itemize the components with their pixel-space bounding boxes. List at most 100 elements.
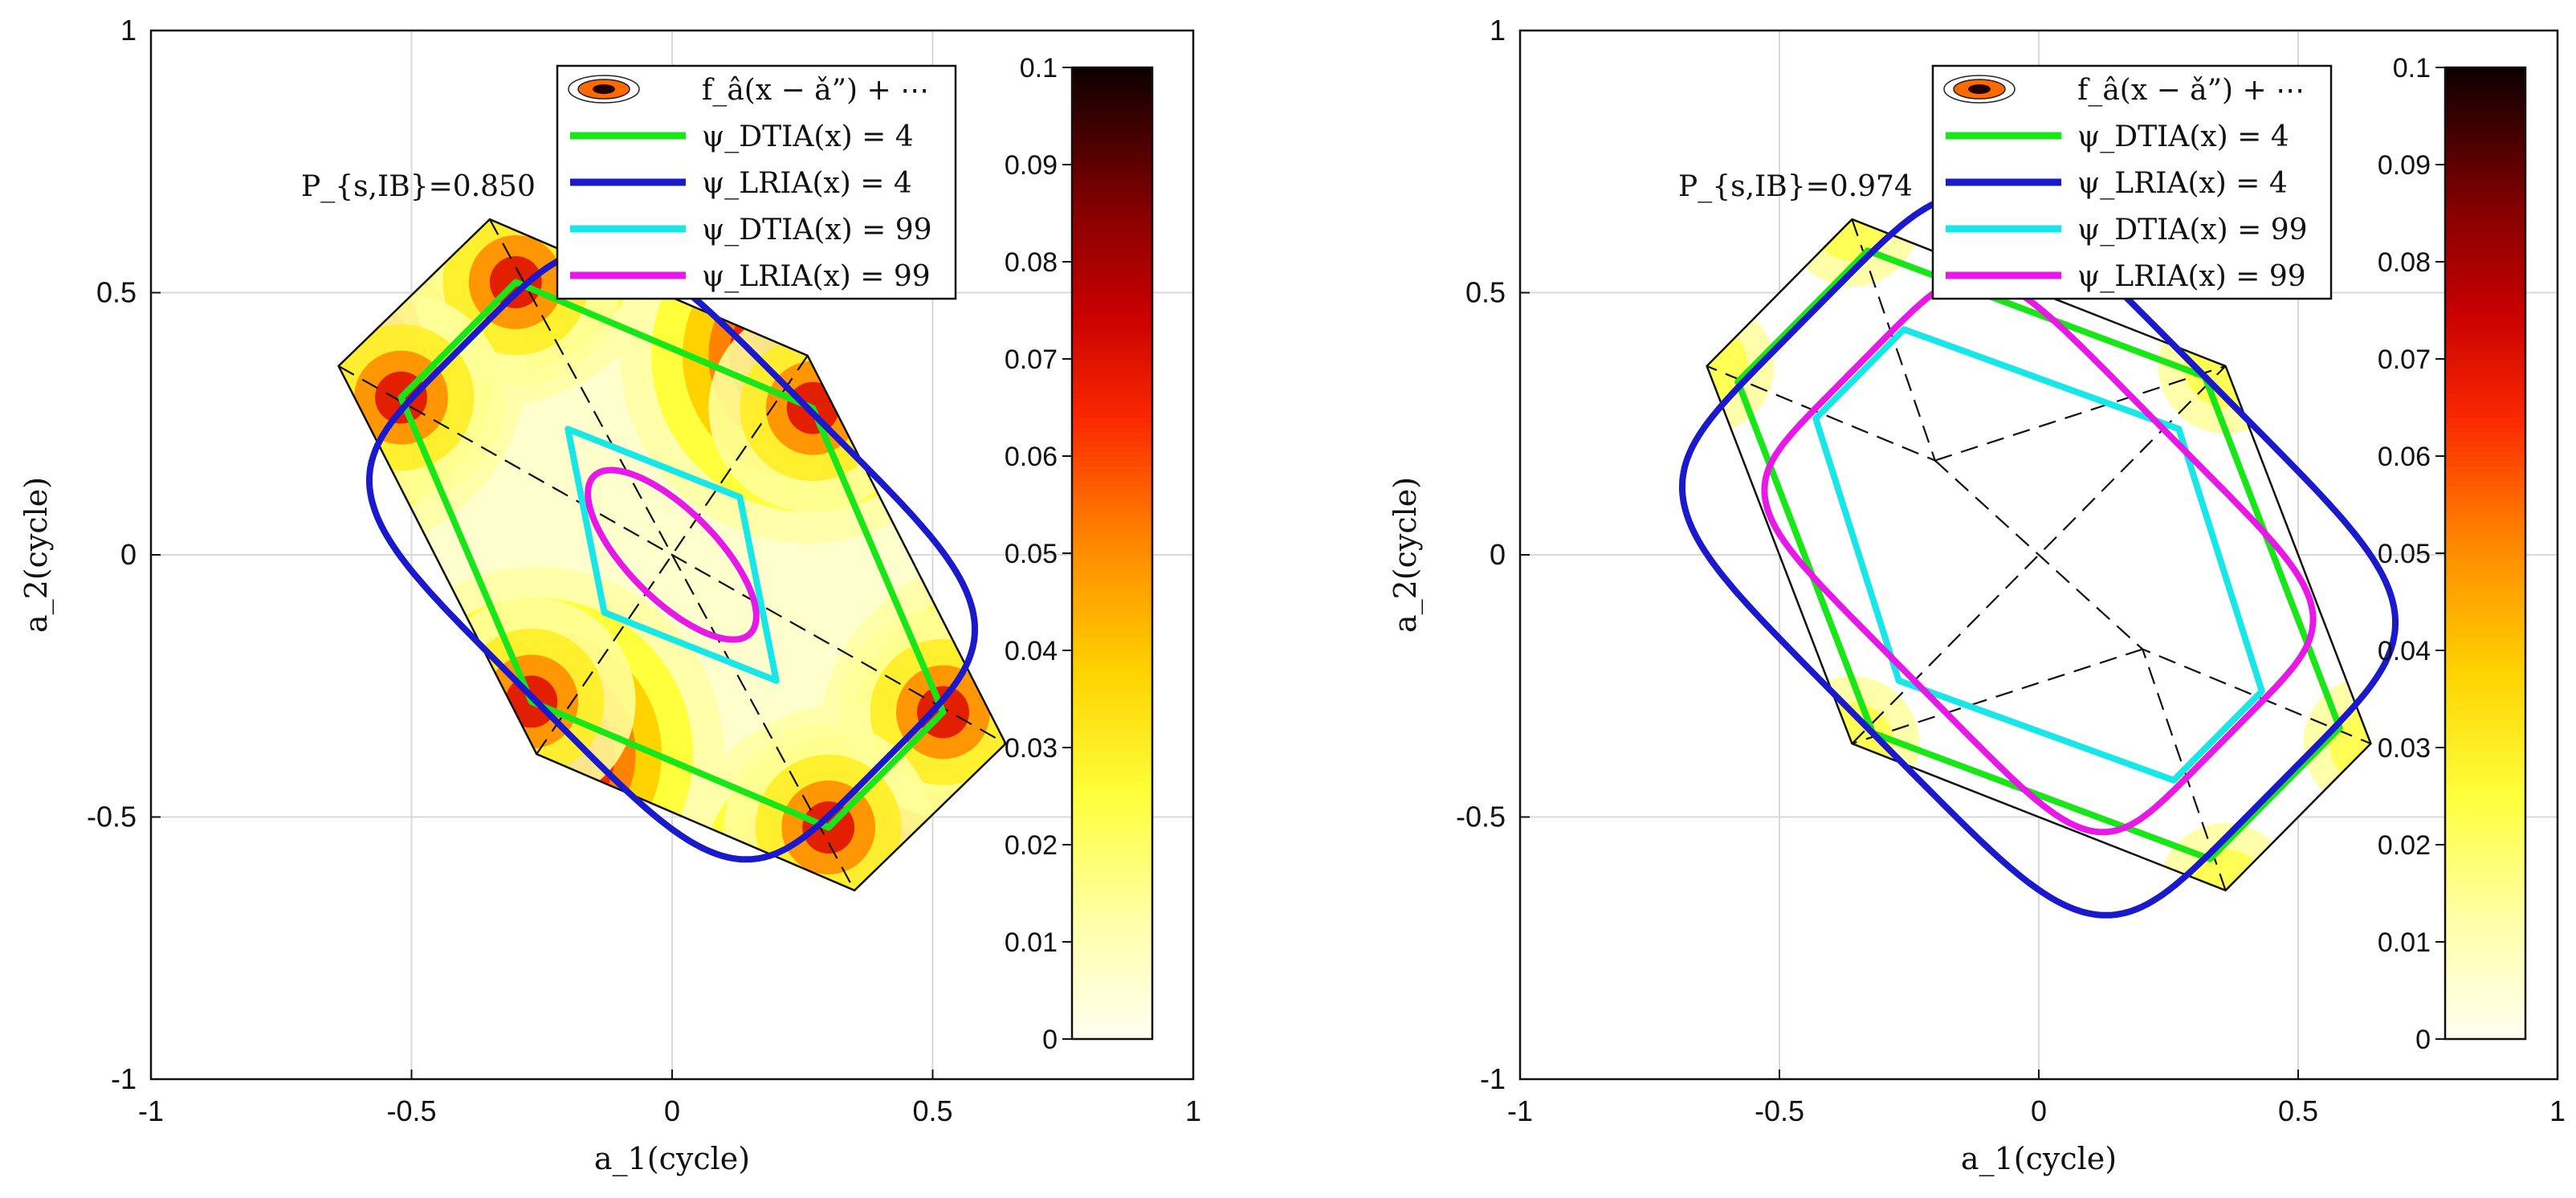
colorbar-tick-label: 0 <box>2415 1025 2431 1055</box>
colorbar-band <box>1072 135 1152 141</box>
colorbar-band <box>2445 985 2525 992</box>
colorbar-band <box>1072 417 1152 423</box>
colorbar-band <box>2445 587 2525 593</box>
colorbar-band <box>1072 528 1152 535</box>
colorbar-band <box>1072 87 1152 93</box>
colorbar-band <box>1072 310 1152 316</box>
colorbar-band <box>1072 611 1152 617</box>
y-tick-label: 0 <box>1490 538 1506 571</box>
colorbar-band <box>1072 834 1152 841</box>
colorbar-band <box>1072 898 1152 904</box>
colorbar-band <box>1072 810 1152 817</box>
colorbar-band <box>1072 966 1152 972</box>
y-axis-label: a_2(cycle) <box>1388 477 1424 633</box>
colorbar-band <box>1072 568 1152 573</box>
colorbar-band <box>1072 441 1152 447</box>
colorbar-band <box>2445 640 2525 646</box>
colorbar-band <box>1072 208 1152 214</box>
colorbar-band <box>2445 898 2525 904</box>
legend-entry-3: ψ_DTIA(x) = 99 <box>2077 214 2308 247</box>
colorbar-band <box>1072 431 1152 438</box>
colorbar-band <box>1072 650 1152 656</box>
colorbar-band <box>1072 543 1152 549</box>
colorbar-tick-label: 0.08 <box>1005 247 1058 278</box>
colorbar-band <box>2445 237 2525 243</box>
colorbar-band <box>1072 466 1152 471</box>
colorbar-band <box>1072 485 1152 491</box>
colorbar-band <box>1072 621 1152 627</box>
colorbar-band <box>1072 334 1152 340</box>
colorbar-band <box>1072 247 1152 253</box>
colorbar-band <box>2445 1000 2525 1006</box>
colorbar-band <box>2445 592 2525 598</box>
colorbar-band <box>2445 922 2525 928</box>
colorbar-band <box>1072 461 1152 467</box>
colorbar-band <box>1072 77 1152 83</box>
colorbar-band <box>2445 82 2525 88</box>
colorbar-band <box>1072 499 1152 506</box>
colorbar-band <box>1072 781 1152 788</box>
colorbar-band <box>2445 466 2525 471</box>
colorbar-band <box>2445 912 2525 919</box>
colorbar-band <box>1072 159 1152 165</box>
colorbar-band <box>1072 383 1152 389</box>
colorbar-band <box>2445 184 2525 190</box>
colorbar-band <box>2445 903 2525 909</box>
colorbar-band <box>2445 310 2525 316</box>
colorbar-band <box>1072 563 1152 568</box>
series-3-curve <box>565 426 780 684</box>
colorbar-band <box>1072 606 1152 613</box>
colorbar-band <box>1072 630 1152 637</box>
colorbar-band <box>2445 475 2525 482</box>
colorbar-band <box>1072 281 1152 287</box>
colorbar-band <box>1072 703 1152 710</box>
colorbar-band <box>2445 524 2525 530</box>
colorbar-band <box>2445 820 2525 826</box>
colorbar-band <box>2445 805 2525 812</box>
colorbar-band <box>2445 732 2525 739</box>
colorbar-band <box>1072 757 1152 763</box>
colorbar-band <box>2445 990 2525 996</box>
x-tick-label: 1 <box>2550 1094 2566 1127</box>
y-tick-label: 0 <box>120 538 137 571</box>
colorbar-band <box>2445 888 2525 894</box>
colorbar-band <box>2445 417 2525 423</box>
colorbar-band <box>2445 883 2525 890</box>
colorbar-band <box>1072 213 1152 219</box>
colorbar-band <box>1072 732 1152 739</box>
colorbar-band <box>1072 96 1152 103</box>
colorbar-band <box>1072 601 1152 608</box>
colorbar-band <box>2445 256 2525 263</box>
colorbar-band <box>2445 976 2525 982</box>
colorbar-band <box>1072 874 1152 880</box>
probability-annotation: P_{s,IB}=0.974 <box>1678 170 1913 203</box>
colorbar-band <box>1072 660 1152 666</box>
colorbar-band <box>1072 665 1152 670</box>
colorbar-band <box>2445 165 2525 170</box>
colorbar-band <box>2445 791 2525 797</box>
colorbar-band <box>2445 869 2525 875</box>
colorbar-band <box>1072 625 1152 632</box>
legend-swatch-contour <box>1968 84 1991 94</box>
colorbar-band <box>2445 859 2525 865</box>
colorbar-band <box>1072 194 1152 200</box>
colorbar-tick-label: 0.02 <box>2378 830 2431 861</box>
colorbar-band <box>1072 291 1152 297</box>
dashed-guide <box>488 218 856 891</box>
colorbar-band <box>2445 334 2525 340</box>
colorbar-band <box>1072 1019 1152 1025</box>
colorbar-band <box>2445 485 2525 491</box>
colorbar-band <box>2445 120 2525 127</box>
colorbar-band <box>2445 927 2525 933</box>
colorbar-band <box>2445 723 2525 729</box>
dashed-guide <box>1852 648 2143 745</box>
series-2-curve <box>1679 191 2399 919</box>
colorbar-tick-label: 0.02 <box>1005 830 1058 861</box>
colorbar-band <box>1072 111 1152 117</box>
colorbar-band <box>2445 825 2525 831</box>
colorbar-band <box>1072 985 1152 992</box>
colorbar-band <box>1072 471 1152 476</box>
colorbar-band <box>2445 145 2525 151</box>
colorbar-band <box>2445 834 2525 841</box>
colorbar-band <box>1072 907 1152 914</box>
